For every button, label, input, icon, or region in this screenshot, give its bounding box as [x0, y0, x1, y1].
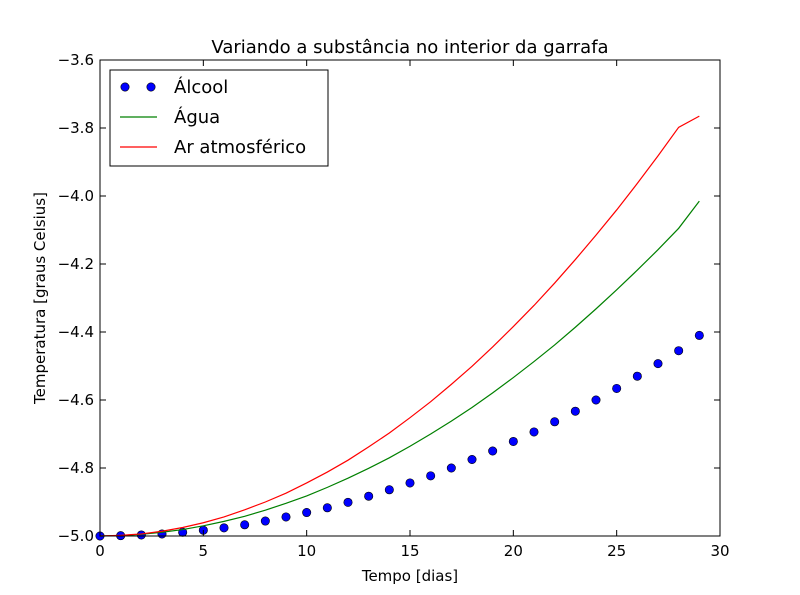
data-point-alcool — [508, 436, 518, 446]
y-tick-label: −4.6 — [58, 391, 94, 409]
legend-items: Álcool Água Ar atmosférico — [120, 76, 306, 158]
legend-label-alcool: Álcool — [174, 76, 228, 98]
legend-marker-alcool — [146, 82, 156, 92]
y-tick-label: −3.8 — [58, 119, 94, 137]
x-tick-label: 0 — [95, 542, 105, 560]
chart-title: Variando a substância no interior da gar… — [211, 37, 608, 58]
series-line-ar-atmosferico — [99, 115, 700, 537]
data-point-alcool — [467, 454, 477, 464]
data-point-alcool — [529, 427, 539, 437]
data-point-alcool — [302, 508, 312, 518]
x-tick-label: 15 — [400, 542, 419, 560]
data-point-alcool — [405, 478, 415, 488]
data-point-alcool — [570, 406, 580, 416]
y-tick-label: −4.4 — [58, 323, 94, 341]
y-tick-label: −4.2 — [58, 255, 94, 273]
data-point-alcool — [653, 359, 663, 369]
data-point-alcool — [364, 491, 374, 501]
data-point-alcool — [612, 383, 622, 393]
x-tick-label: 30 — [710, 542, 729, 560]
x-tick-label: 5 — [199, 542, 209, 560]
data-point-alcool — [591, 395, 601, 405]
data-point-alcool — [343, 497, 353, 507]
y-tick-label: −5.0 — [58, 527, 94, 545]
y-tick-label: −4.8 — [58, 459, 94, 477]
x-axis-label: Tempo [dias] — [361, 567, 458, 585]
data-point-alcool — [384, 485, 394, 495]
series-layer — [95, 115, 704, 541]
ticks-layer: 0 5 10 15 20 25 30 −5.0 −4.8 −4.6 −4.4 −4.2 −4.0 −3.8… — [58, 51, 730, 560]
data-point-alcool — [322, 503, 332, 513]
data-point-alcool — [281, 512, 291, 522]
data-point-alcool — [632, 371, 642, 381]
legend-marker-alcool — [120, 82, 130, 92]
data-point-alcool — [446, 463, 456, 473]
x-tick-label: 20 — [504, 542, 523, 560]
x-tick-label: 10 — [297, 542, 316, 560]
data-point-alcool — [488, 446, 498, 456]
series-line-agua — [99, 200, 700, 537]
legend-label-ar-atmosferico: Ar atmosférico — [174, 137, 306, 158]
legend-box — [109, 69, 329, 167]
x-tick-label: 25 — [607, 542, 626, 560]
legend: Álcool Água Ar atmosférico — [109, 69, 329, 167]
legend-label-agua: Água — [174, 106, 220, 128]
data-point-alcool — [260, 516, 270, 526]
data-point-alcool — [240, 520, 250, 530]
data-point-alcool — [426, 471, 436, 481]
data-point-alcool — [674, 346, 684, 356]
data-point-alcool — [694, 330, 704, 340]
y-tick-label: −3.6 — [58, 51, 94, 69]
data-point-alcool — [219, 523, 229, 533]
y-axis-label: Temperatura [graus Celsius] — [31, 192, 49, 405]
y-tick-label: −4.0 — [58, 187, 94, 205]
data-point-alcool — [550, 417, 560, 427]
